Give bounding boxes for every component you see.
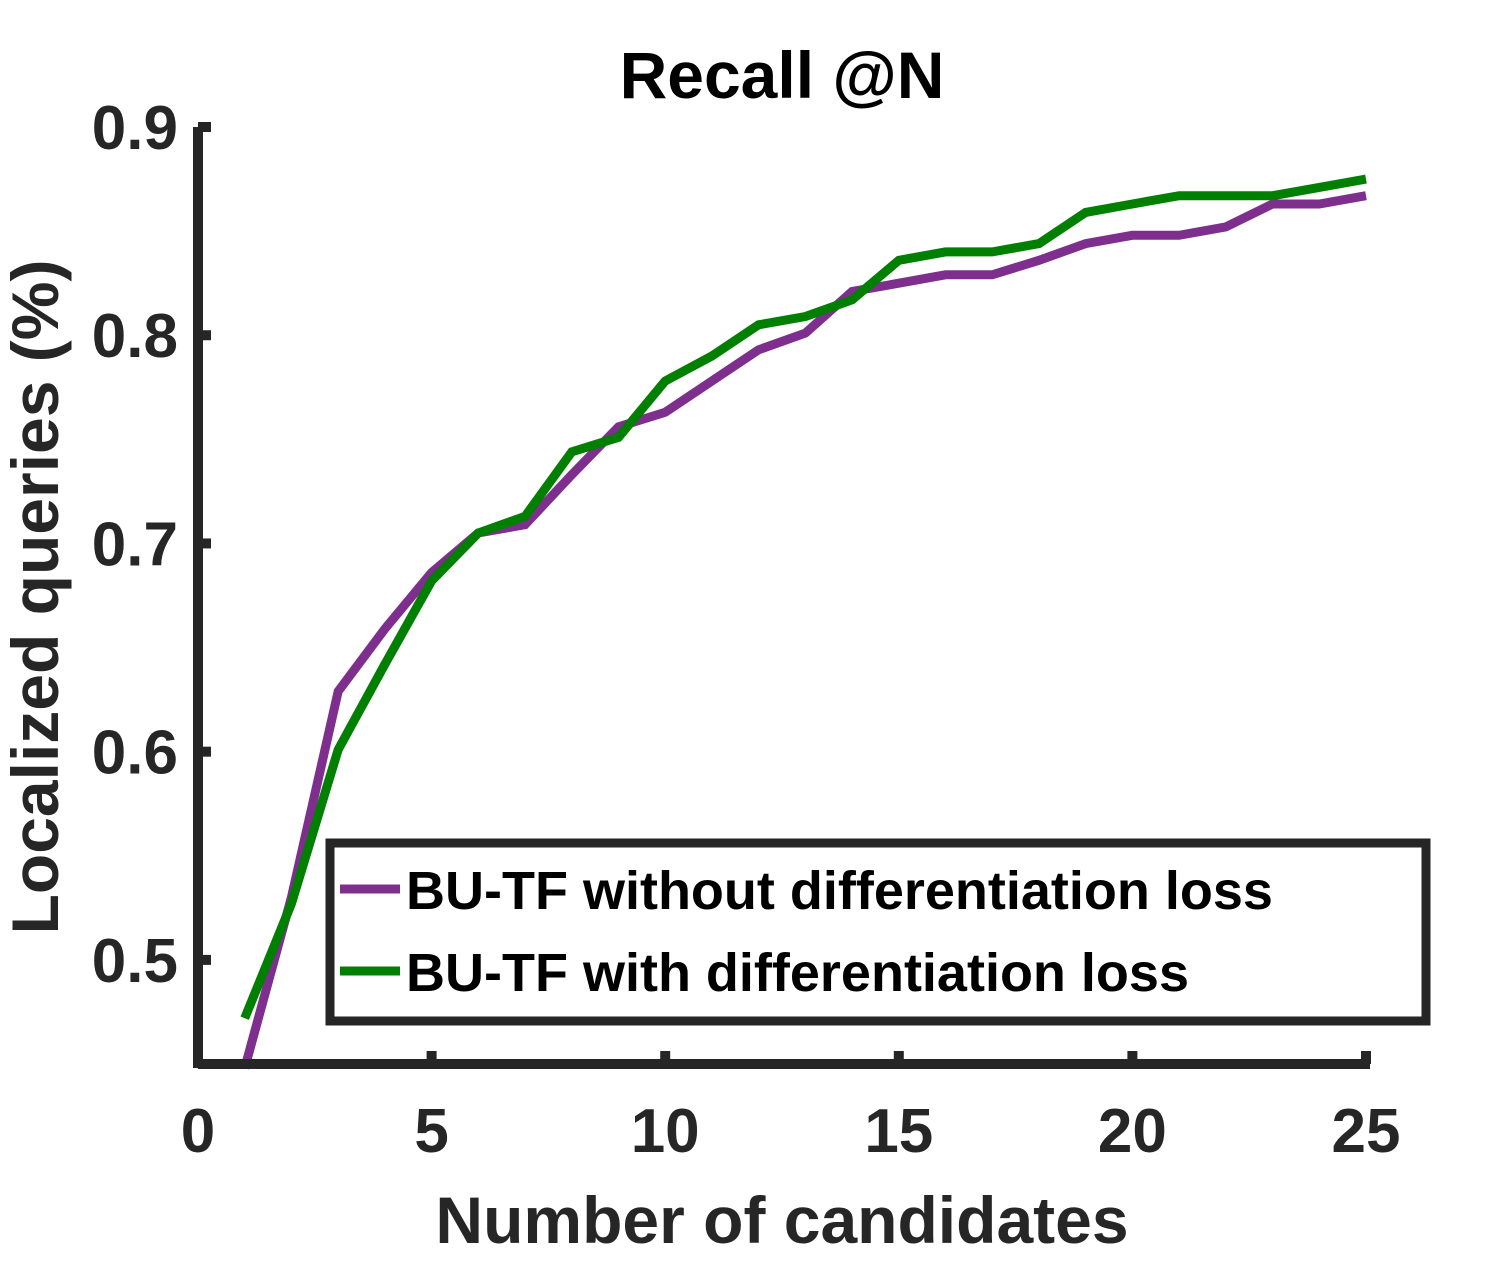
plot-lines [240,174,1367,1070]
y-tick-label: 0.7 [92,510,178,579]
y-axis-label: Localized queries (%) [0,260,72,935]
legend-label-with-loss: BU-TF with differentiation loss [406,943,1189,1003]
y-tick-label: 0.9 [92,94,178,163]
x-tick-label: 10 [631,1097,700,1166]
y-tick-label: 0.5 [92,927,178,996]
x-axis-label: Number of candidates [435,1183,1128,1257]
x-tick-label: 15 [864,1097,933,1166]
series-line-1 [240,174,1367,1020]
x-tick-label: 5 [414,1097,448,1166]
series-line-0 [240,191,1367,1070]
legend: BU-TF without differentiation loss BU-TF… [325,838,1431,1026]
legend-label-without-loss: BU-TF without differentiation loss [406,861,1273,921]
y-tick-label: 0.6 [92,719,178,788]
y-tick-label: 0.8 [92,302,178,371]
x-tick-label: 25 [1332,1097,1401,1166]
chart-title: Recall @N [620,38,945,112]
x-tick-label: 20 [1098,1097,1167,1166]
axes: 0 5 10 15 20 25 0.5 0.6 0.7 0.8 0.9 [92,94,1401,1166]
legend-box [325,838,1431,1026]
x-tick-label: 0 [181,1097,215,1166]
